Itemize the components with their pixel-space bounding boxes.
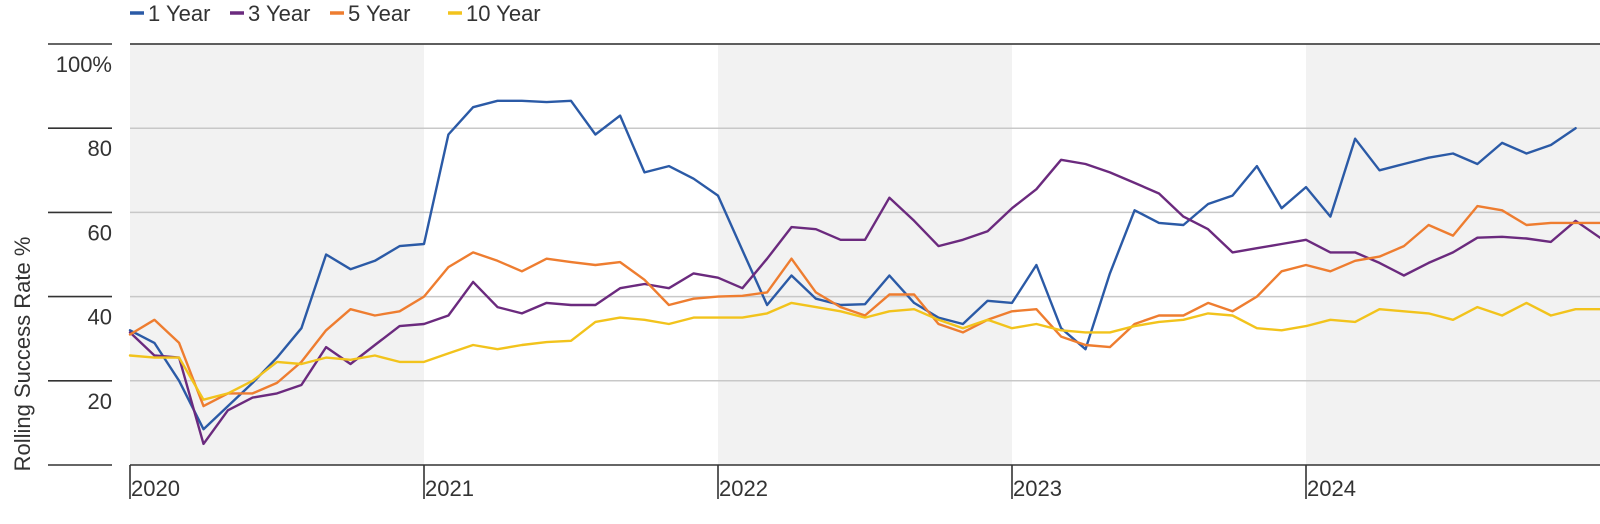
series-line-1-year: [128, 99, 1577, 431]
year-shading: [130, 44, 1600, 465]
legend-label-1-year: 1 Year: [148, 1, 210, 26]
shade-band-2022: [718, 44, 1012, 465]
legend-label-5-year: 5 Year: [348, 1, 410, 26]
series-line-10-year: [128, 301, 1600, 401]
y-tick-label-40: 40: [88, 305, 112, 330]
legend-label-10-year: 10 Year: [466, 1, 541, 26]
shade-band-2024: [1306, 44, 1600, 465]
y-axis-title: Rolling Success Rate %: [10, 237, 35, 472]
x-tick-label-2022: 2022: [719, 476, 768, 501]
legend-label-3-year: 3 Year: [248, 1, 310, 26]
y-tick-label-100: 100%: [56, 52, 112, 77]
x-tick-label-2021: 2021: [425, 476, 474, 501]
x-tick-label-2024: 2024: [1307, 476, 1356, 501]
y-tick-label-20: 20: [88, 389, 112, 414]
series-lines: [128, 99, 1600, 446]
shade-band-2020: [130, 44, 424, 465]
x-tick-label-2020: 2020: [131, 476, 180, 501]
legend: 1 Year 3 Year 5 Year 10 Year: [130, 1, 541, 26]
series-line-5-year: [128, 204, 1600, 408]
y-tick-label-60: 60: [88, 220, 112, 245]
series-line-3-year: [128, 158, 1600, 446]
y-tick-label-80: 80: [88, 136, 112, 161]
x-tick-label-2023: 2023: [1013, 476, 1062, 501]
axes: 20 40 60 80 100% 2020 2021 2022 2023 2024: [48, 43, 1600, 501]
